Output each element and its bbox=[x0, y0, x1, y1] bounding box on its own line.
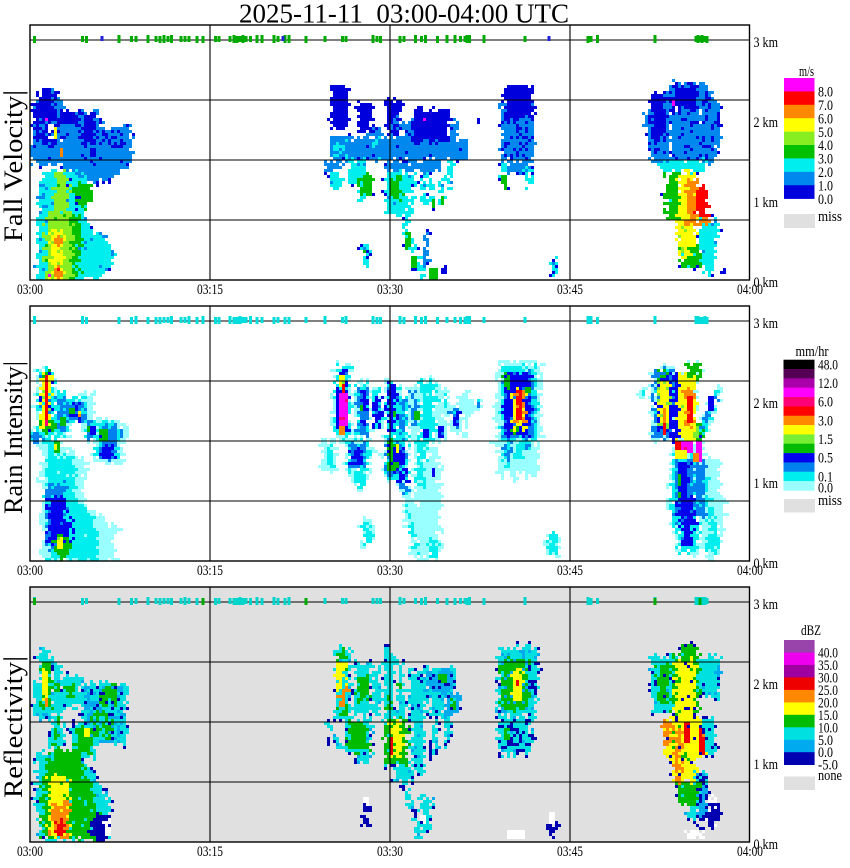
svg-text:1 km: 1 km bbox=[754, 195, 779, 211]
svg-text:none: none bbox=[818, 768, 842, 784]
svg-text:0.0: 0.0 bbox=[818, 481, 833, 497]
svg-text:40.0: 40.0 bbox=[818, 645, 838, 661]
svg-text:03:30: 03:30 bbox=[377, 563, 403, 579]
svg-text:2.0: 2.0 bbox=[818, 165, 833, 181]
svg-text:3.0: 3.0 bbox=[818, 152, 833, 168]
svg-text:mm/hr: mm/hr bbox=[796, 344, 829, 360]
svg-text:04:00: 04:00 bbox=[737, 844, 763, 860]
svg-text:0.0: 0.0 bbox=[818, 192, 833, 208]
svg-text:30.0: 30.0 bbox=[818, 670, 838, 686]
svg-text:20.0: 20.0 bbox=[818, 695, 838, 711]
svg-text:0 km: 0 km bbox=[754, 837, 779, 853]
svg-text:48.0: 48.0 bbox=[818, 357, 838, 373]
svg-text:3.0: 3.0 bbox=[818, 413, 833, 429]
svg-text:3 km: 3 km bbox=[754, 597, 779, 613]
svg-text:2025-11-11 03:00-04:00 UTC: 2025-11-11 03:00-04:00 UTC bbox=[239, 0, 569, 29]
svg-text:12.0: 12.0 bbox=[818, 376, 838, 392]
svg-text:10.0: 10.0 bbox=[818, 720, 838, 736]
svg-text:4.0: 4.0 bbox=[818, 138, 833, 154]
svg-text:03:15: 03:15 bbox=[197, 563, 223, 579]
svg-text:0.0: 0.0 bbox=[818, 745, 833, 761]
svg-text:miss: miss bbox=[818, 209, 842, 225]
svg-text:04:00: 04:00 bbox=[737, 282, 763, 298]
svg-text:03:00: 03:00 bbox=[17, 282, 43, 298]
svg-text:04:00: 04:00 bbox=[737, 563, 763, 579]
svg-text:1 km: 1 km bbox=[754, 476, 779, 492]
svg-text:2 km: 2 km bbox=[754, 115, 779, 131]
svg-text:m/s: m/s bbox=[799, 64, 814, 80]
svg-text:Fall Velocity|: Fall Velocity| bbox=[0, 90, 28, 242]
svg-text:-5.0: -5.0 bbox=[818, 758, 838, 774]
svg-text:5.0: 5.0 bbox=[818, 733, 833, 749]
svg-text:0.5: 0.5 bbox=[818, 451, 833, 467]
svg-text:03:45: 03:45 bbox=[557, 282, 583, 298]
svg-text:1.0: 1.0 bbox=[818, 178, 833, 194]
svg-text:6.0: 6.0 bbox=[818, 395, 833, 411]
svg-text:1 km: 1 km bbox=[754, 757, 779, 773]
svg-text:5.0: 5.0 bbox=[818, 125, 833, 141]
svg-text:7.0: 7.0 bbox=[818, 98, 833, 114]
svg-text:2 km: 2 km bbox=[754, 396, 779, 412]
svg-text:03:00: 03:00 bbox=[17, 844, 43, 860]
svg-text:Rain Intensity|: Rain Intensity| bbox=[0, 361, 28, 514]
svg-text:03:30: 03:30 bbox=[377, 282, 403, 298]
svg-text:03:45: 03:45 bbox=[557, 563, 583, 579]
svg-text:03:15: 03:15 bbox=[197, 282, 223, 298]
svg-text:0 km: 0 km bbox=[754, 275, 779, 291]
svg-text:3 km: 3 km bbox=[754, 316, 779, 332]
svg-text:6.0: 6.0 bbox=[818, 111, 833, 127]
svg-text:0 km: 0 km bbox=[754, 556, 779, 572]
svg-text:15.0: 15.0 bbox=[818, 708, 838, 724]
svg-text:Reflectivity|: Reflectivity| bbox=[0, 656, 28, 798]
svg-text:2 km: 2 km bbox=[754, 677, 779, 693]
svg-text:03:15: 03:15 bbox=[197, 844, 223, 860]
svg-text:03:30: 03:30 bbox=[377, 844, 403, 860]
svg-text:miss: miss bbox=[818, 493, 842, 509]
svg-text:0.1: 0.1 bbox=[818, 469, 833, 485]
svg-text:dBZ: dBZ bbox=[801, 623, 821, 639]
svg-text:25.0: 25.0 bbox=[818, 683, 838, 699]
svg-text:1.5: 1.5 bbox=[818, 432, 833, 448]
svg-text:03:00: 03:00 bbox=[17, 563, 43, 579]
svg-text:3 km: 3 km bbox=[754, 35, 779, 51]
svg-text:35.0: 35.0 bbox=[818, 658, 838, 674]
svg-text:03:45: 03:45 bbox=[557, 844, 583, 860]
svg-text:8.0: 8.0 bbox=[818, 85, 833, 101]
